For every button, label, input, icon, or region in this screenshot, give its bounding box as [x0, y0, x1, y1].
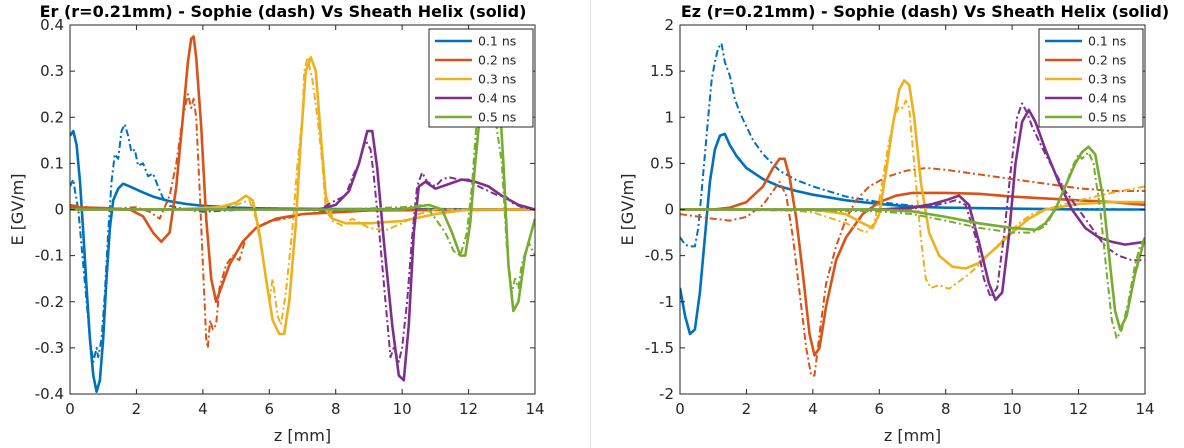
chart1-y-axis-label: E [GV/m] [618, 174, 637, 246]
chart1-series-0-5-ns-solid-line [680, 145, 1145, 331]
er-chart: Er (r=0.21mm) - Sophie (dash) Vs Sheath … [8, 2, 545, 445]
chart0-x-tick-label: 6 [265, 400, 275, 418]
chart1-y-tick-label: 0.5 [650, 154, 674, 172]
chart1-y-tick-label: 2 [664, 16, 674, 34]
chart1-x-tick-label: 10 [1003, 400, 1022, 418]
chart1-y-tick-label: -0.5 [645, 247, 674, 265]
chart1-x-tick-label: 6 [875, 400, 885, 418]
chart0-series-0-5-ns-solid-line [70, 56, 535, 313]
chart0-legend-label-0-3-ns: 0.3 ns [478, 72, 516, 87]
chart1-series-0-2-ns-solid-line [680, 157, 1145, 357]
chart0-x-axis-label: z [mm] [274, 426, 331, 445]
chart1-legend-label-0-2-ns: 0.2 ns [1088, 53, 1126, 68]
chart1-legend-label-0-5-ns: 0.5 ns [1088, 110, 1126, 125]
chart1-y-tick-label: 1 [664, 108, 674, 126]
chart0-y-axis-label: E [GV/m] [8, 174, 27, 246]
chart0-legend-label-0-2-ns: 0.2 ns [478, 53, 516, 68]
chart0-series-group [70, 35, 535, 393]
chart0-series-0-4-ns-solid-line [70, 129, 535, 382]
chart1-y-tick-label: 1.5 [650, 62, 674, 80]
chart0-y-tick-label: -0.3 [35, 339, 64, 357]
chart0-series-0-2-ns-solid-line [70, 35, 535, 304]
chart0-legend-label-0-5-ns: 0.5 ns [478, 110, 516, 125]
chart1-legend-label-0-1-ns: 0.1 ns [1088, 34, 1126, 49]
chart0-y-tick-label: -0.4 [35, 385, 64, 403]
chart1-x-tick-label: 8 [941, 400, 951, 418]
chart1-series-group [680, 42, 1145, 377]
chart1-series-0-4-ns-dashed-line [680, 102, 1145, 299]
chart0-series-0-5-ns-dashed-line [70, 60, 535, 294]
chart0-y-tick-label: -0.2 [35, 293, 64, 311]
chart0-y-tick-label: 0.4 [40, 16, 64, 34]
chart0-y-tick-label: 0 [54, 201, 64, 219]
chart1-x-tick-label: 12 [1069, 400, 1088, 418]
chart0-legend-label-0-4-ns: 0.4 ns [478, 91, 516, 106]
chart0-x-tick-label: 8 [331, 400, 341, 418]
chart1-legend-label-0-3-ns: 0.3 ns [1088, 72, 1126, 87]
chart1-title: Ez (r=0.21mm) - Sophie (dash) Vs Sheath … [681, 2, 1169, 21]
chart0-y-tick-label: 0.3 [40, 62, 64, 80]
chart1-x-tick-label: 14 [1135, 400, 1154, 418]
chart1-series-0-2-ns-dashed-line [680, 167, 1145, 377]
chart1-x-axis-label: z [mm] [884, 426, 941, 445]
chart1-x-tick-label: 0 [675, 400, 685, 418]
chart0-y-tick-label: 0.1 [40, 154, 64, 172]
chart1-y-tick-label: -2 [659, 385, 674, 403]
chart0-x-tick-label: 12 [459, 400, 478, 418]
chart1-series-0-4-ns-solid-line [680, 108, 1145, 302]
chart1-y-tick-label: 0 [664, 201, 674, 219]
chart0-y-tick-label: 0.2 [40, 108, 64, 126]
chart0-x-tick-label: 4 [198, 400, 208, 418]
chart0-x-tick-label: 0 [65, 400, 75, 418]
chart0-legend-label-0-1-ns: 0.1 ns [478, 34, 516, 49]
chart1-y-tick-label: -1.5 [645, 339, 674, 357]
chart1-x-tick-label: 4 [808, 400, 818, 418]
chart1-x-tick-label: 2 [742, 400, 752, 418]
chart0-x-tick-label: 2 [132, 400, 142, 418]
chart0-title: Er (r=0.21mm) - Sophie (dash) Vs Sheath … [40, 2, 527, 21]
chart1-series-0-3-ns-solid-line [680, 79, 1145, 270]
chart1-y-tick-label: -1 [659, 293, 674, 311]
chart0-x-tick-label: 14 [525, 400, 544, 418]
chart0-series-0-3-ns-solid-line [70, 56, 535, 336]
chart0-y-tick-label: -0.1 [35, 247, 64, 265]
panel-divider [590, 0, 591, 448]
chart1-legend-box [1038, 28, 1144, 128]
chart0-x-tick-label: 10 [393, 400, 412, 418]
chart1-legend-label-0-4-ns: 0.4 ns [1088, 91, 1126, 106]
